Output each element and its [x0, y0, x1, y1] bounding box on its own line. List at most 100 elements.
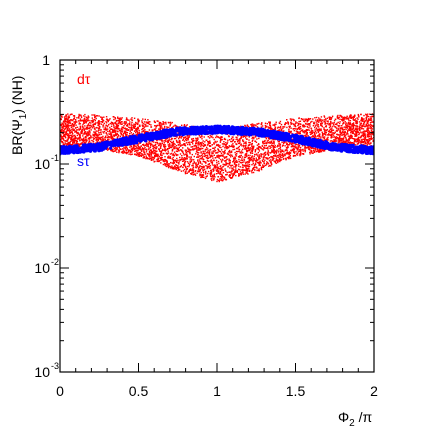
band-point — [153, 128, 156, 130]
band-point — [107, 149, 109, 151]
band-point — [96, 122, 98, 124]
band-point — [248, 136, 250, 138]
band-point — [145, 157, 147, 160]
band-point — [93, 134, 95, 136]
band-point — [320, 116, 323, 118]
band-point — [149, 152, 151, 154]
band-point — [64, 127, 67, 130]
band-point — [277, 129, 279, 132]
band-point — [129, 130, 131, 132]
band-point — [124, 122, 127, 124]
band-point — [307, 123, 310, 125]
band-point — [252, 168, 254, 170]
band-point — [252, 157, 254, 159]
band-point — [194, 170, 197, 172]
band-point — [361, 127, 363, 129]
band-point — [303, 126, 305, 128]
band-point — [360, 131, 362, 133]
band-point — [115, 125, 118, 127]
band-point — [93, 135, 96, 137]
band-point — [301, 118, 304, 120]
band-point — [193, 173, 195, 175]
band-point — [267, 126, 269, 128]
band-point — [137, 127, 139, 129]
band-point — [150, 149, 152, 151]
band-point — [112, 130, 114, 132]
band-point — [71, 140, 73, 142]
band-point — [154, 125, 156, 127]
band-point — [356, 125, 358, 127]
band-point — [99, 137, 101, 139]
band-point — [370, 137, 372, 140]
band-point — [167, 163, 170, 165]
band-point — [358, 128, 360, 130]
band-point — [200, 148, 202, 150]
band-point — [135, 127, 137, 130]
band-point — [61, 135, 63, 138]
band-point — [337, 141, 339, 143]
band-point — [148, 154, 150, 156]
band-point — [200, 158, 203, 160]
band-point — [241, 161, 244, 164]
band-point — [89, 134, 91, 136]
band-point — [241, 156, 244, 158]
band-point — [75, 137, 77, 139]
band-point — [310, 149, 312, 152]
band-point — [135, 122, 137, 124]
band-point — [158, 148, 160, 151]
band-point — [196, 156, 198, 158]
band-point — [290, 119, 292, 122]
band-point — [114, 147, 116, 150]
band-point — [211, 161, 214, 164]
band-point — [136, 150, 139, 152]
band-point — [350, 132, 352, 134]
band-point — [78, 123, 80, 125]
band-point — [100, 141, 102, 144]
band-point — [218, 162, 220, 165]
band-point — [148, 140, 151, 143]
band-point — [78, 138, 80, 140]
band-point — [126, 128, 128, 130]
band-point — [142, 157, 144, 159]
band-point — [186, 165, 189, 168]
band-point — [200, 143, 202, 145]
band-point — [206, 157, 209, 160]
band-point — [203, 144, 205, 146]
band-point — [210, 175, 212, 178]
band-point — [153, 157, 155, 160]
band-point — [208, 163, 210, 165]
band-point — [235, 147, 238, 150]
band-point — [137, 148, 139, 150]
band-point — [345, 138, 347, 140]
band-point — [346, 133, 348, 135]
band-point — [226, 153, 229, 155]
band-point — [179, 159, 181, 161]
band-point — [346, 115, 348, 117]
band-point — [313, 121, 315, 123]
band-point — [251, 147, 254, 149]
band-point — [345, 122, 347, 124]
band-point — [196, 139, 199, 142]
band-point — [200, 152, 202, 154]
band-point — [211, 144, 213, 146]
band-point — [217, 166, 219, 168]
band-point — [148, 158, 151, 160]
band-point — [253, 136, 255, 138]
band-point — [350, 130, 352, 132]
band-point — [167, 148, 169, 151]
band-point — [184, 161, 186, 163]
band-point — [278, 155, 280, 157]
band-point — [337, 114, 339, 117]
band-point — [70, 143, 72, 146]
band-point — [190, 156, 192, 158]
band-point — [279, 160, 281, 163]
band-point — [226, 143, 228, 145]
band-point — [69, 122, 72, 124]
band-point — [181, 150, 183, 153]
band-point — [202, 174, 205, 176]
band-point — [83, 129, 86, 132]
band-point — [125, 121, 127, 123]
band-point — [272, 145, 274, 147]
band-point — [110, 121, 113, 123]
band-point — [168, 147, 170, 149]
